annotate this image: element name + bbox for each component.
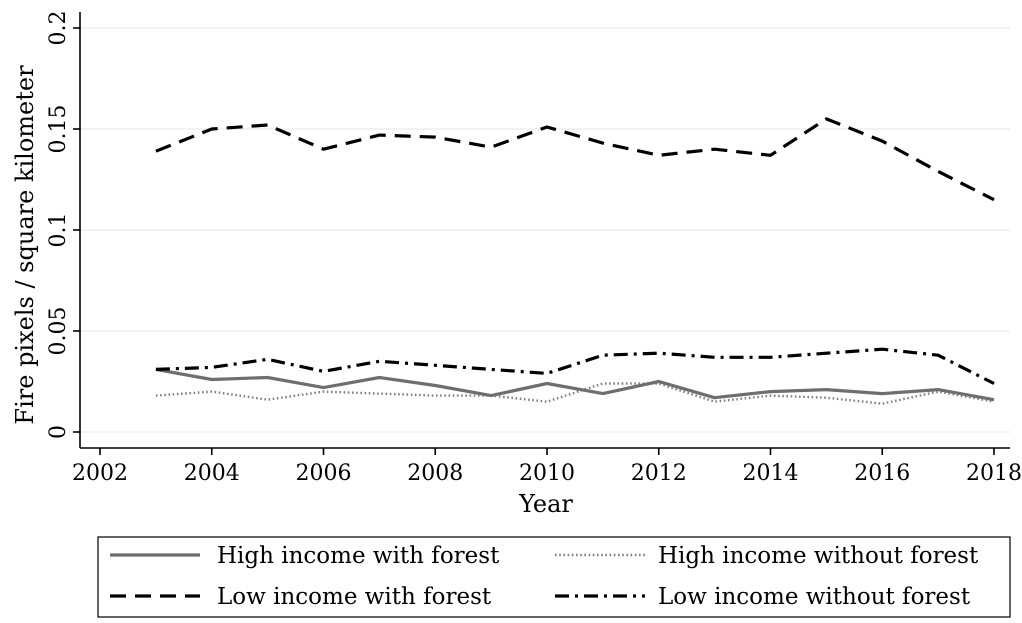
x-tick-label: 2018 <box>966 461 1022 486</box>
series-line-high-income-without-forest <box>155 382 995 405</box>
series-layer <box>155 117 995 405</box>
x-tick-label: 2014 <box>743 461 799 486</box>
y-tick-label: 0.15 <box>46 105 71 154</box>
y-tick-label: 0.2 <box>46 11 71 46</box>
y-tick-label: 0.1 <box>46 213 71 248</box>
x-tick-label: 2002 <box>72 461 128 486</box>
y-tick-label: 0.05 <box>46 307 71 356</box>
legend-box <box>97 536 1011 618</box>
legend-label-high-income-with-forest: High income with forest <box>217 543 500 569</box>
series-line-high-income-with-forest <box>155 367 995 402</box>
grid-layer <box>80 27 1010 433</box>
legend: High income with forest High income witho… <box>97 536 1011 618</box>
y-axis-title: Fire pixels / square kilometer <box>11 65 39 425</box>
series-line-low-income-with-forest <box>155 117 995 202</box>
ticks-layer: 0 0.05 0.1 0.15 0.2 2002 2004 2006 2008 2010 2012 2… <box>46 11 1022 487</box>
x-tick-label: 2006 <box>296 461 352 486</box>
legend-items: High income with forest High income witho… <box>110 543 979 610</box>
x-tick-label: 2016 <box>854 461 910 486</box>
x-tick-label: 2010 <box>519 461 575 486</box>
x-tick-label: 2012 <box>631 461 687 486</box>
x-tick-label: 2008 <box>407 461 463 486</box>
x-tick-label: 2004 <box>184 461 240 486</box>
legend-label-low-income-with-forest: Low income with forest <box>217 584 492 610</box>
legend-label-low-income-without-forest: Low income without forest <box>658 584 971 610</box>
y-tick-label: 0 <box>46 425 71 439</box>
legend-label-high-income-without-forest: High income without forest <box>658 543 979 569</box>
series-line-low-income-without-forest <box>155 347 995 385</box>
x-axis-title: Year <box>518 490 573 518</box>
